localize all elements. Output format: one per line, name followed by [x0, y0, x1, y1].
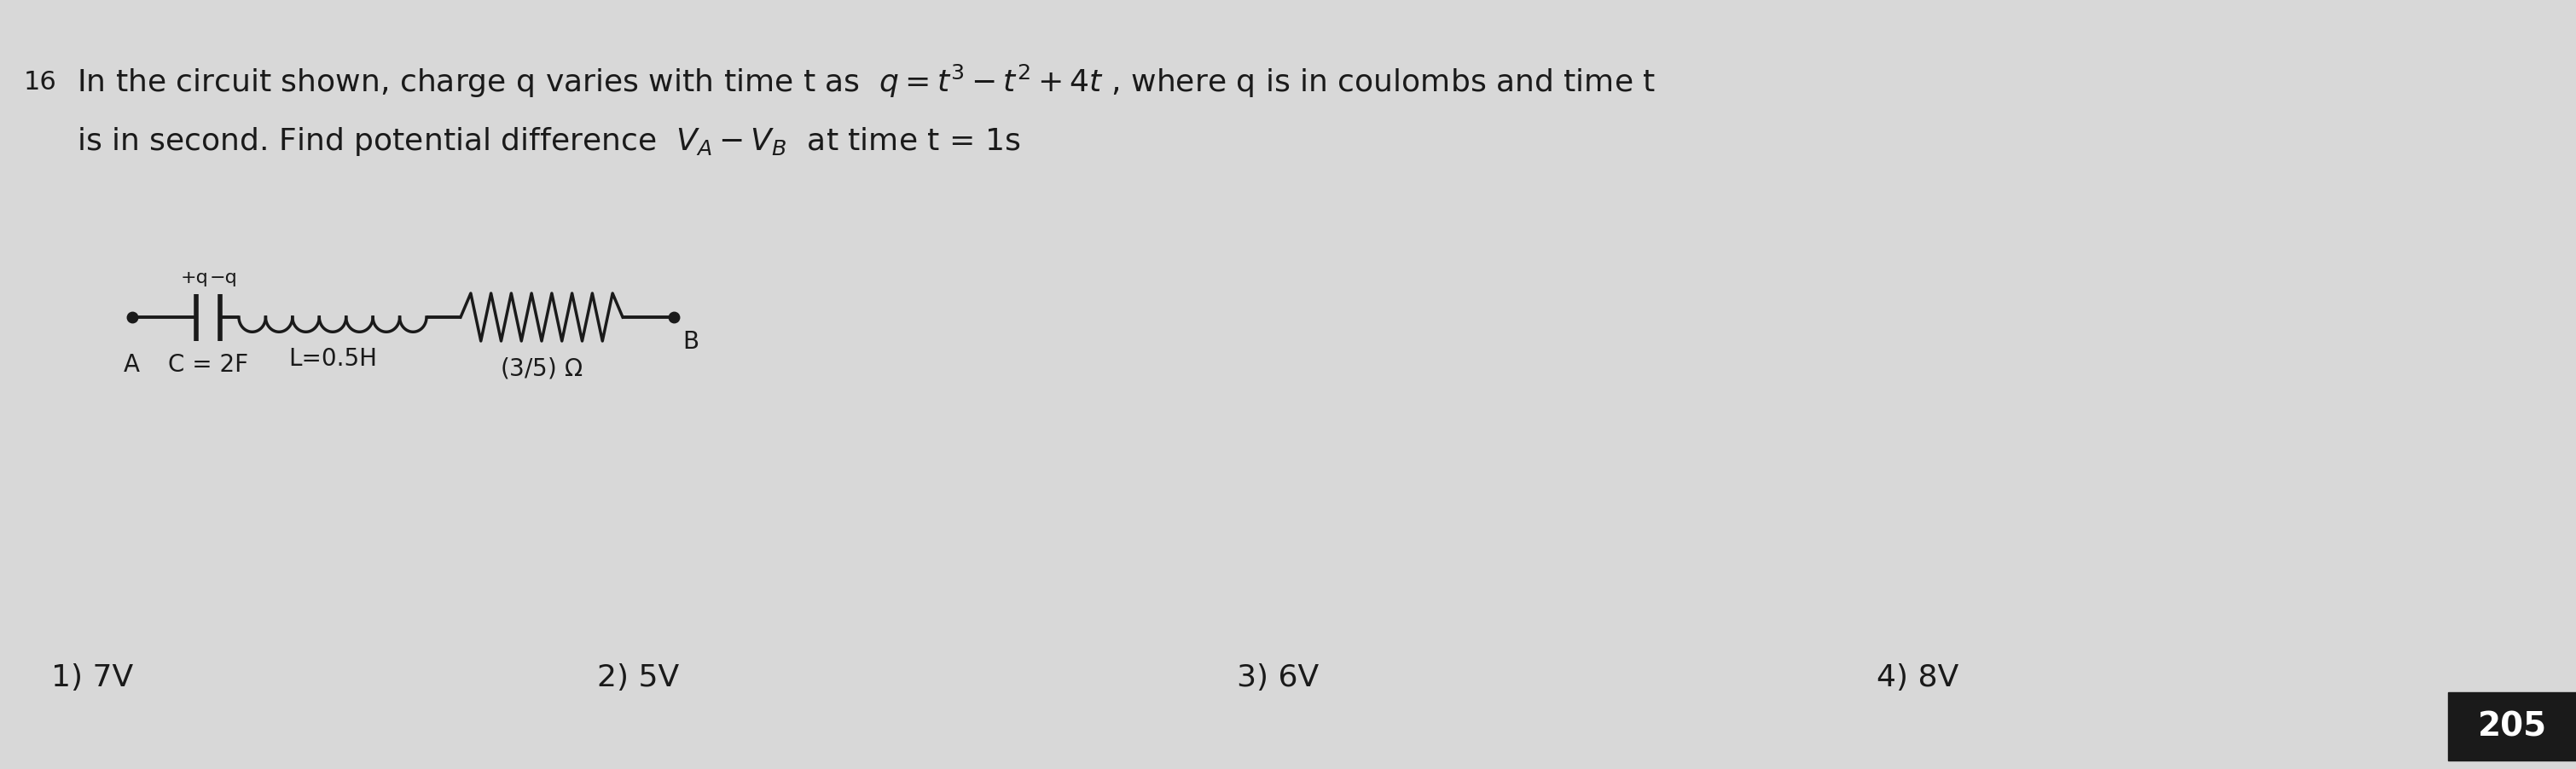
Text: 16: 16	[23, 70, 57, 95]
Text: C = 2F: C = 2F	[167, 354, 247, 378]
Text: 1) 7V: 1) 7V	[52, 664, 134, 692]
Text: 2) 5V: 2) 5V	[598, 664, 680, 692]
Text: (3/5) $\Omega$: (3/5) $\Omega$	[500, 356, 582, 381]
Text: A: A	[124, 354, 139, 378]
Text: 205: 205	[2478, 711, 2548, 743]
Text: B: B	[683, 330, 698, 354]
Text: In the circuit shown, charge q varies with time t as  $q = t^3 - t^2 + 4t$ , whe: In the circuit shown, charge q varies wi…	[77, 63, 1656, 100]
Text: +q: +q	[180, 270, 209, 287]
Text: 3) 6V: 3) 6V	[1236, 664, 1319, 692]
Text: −q: −q	[209, 270, 237, 287]
FancyBboxPatch shape	[2447, 692, 2576, 761]
Text: 4) 8V: 4) 8V	[1875, 664, 1958, 692]
Text: is in second. Find potential difference  $V_A - V_B$  at time t = 1s: is in second. Find potential difference …	[77, 125, 1020, 158]
Text: L=0.5H: L=0.5H	[289, 348, 376, 371]
